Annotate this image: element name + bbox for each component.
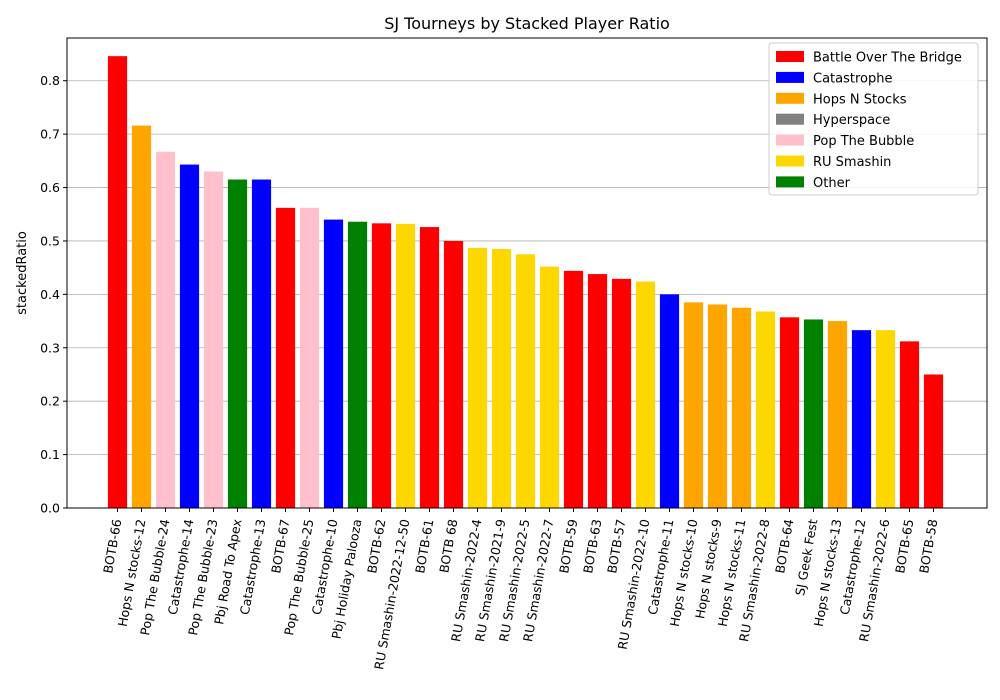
y-tick-label: 0.5	[40, 233, 60, 248]
bar	[419, 227, 440, 508]
bar	[179, 164, 200, 509]
legend-swatch	[776, 176, 804, 188]
x-tick-label: BOTB-57	[604, 518, 628, 575]
x-tick-label: BOTB-61	[412, 518, 436, 575]
legend-frame	[768, 42, 979, 196]
bar	[131, 125, 152, 508]
x-tick-label: BOTB-66	[100, 518, 124, 575]
bar	[515, 254, 536, 508]
bar	[827, 321, 848, 508]
x-tick-label: BOTB-62	[364, 518, 388, 575]
y-axis-ticks: 0.0 0.1 0.2 0.3 0.4 0.5 0.6 0.7 0.8	[40, 73, 67, 516]
x-tick-label: BOTB-64	[772, 518, 796, 575]
x-tick-label: BOTB-58	[916, 518, 940, 575]
y-tick-label: 0.4	[40, 287, 60, 302]
bar	[371, 223, 392, 509]
legend: Battle Over The Bridge Catastrophe Hops N …	[768, 42, 979, 196]
x-tick-label: BOTB-59	[556, 518, 580, 575]
bar	[347, 221, 368, 508]
bar	[563, 270, 584, 508]
bar	[299, 207, 320, 508]
bar	[755, 311, 776, 508]
bar	[779, 317, 800, 508]
bar	[923, 374, 944, 508]
legend-swatch	[776, 71, 804, 83]
legend-swatch	[776, 155, 804, 167]
bar	[683, 302, 704, 508]
bar	[851, 330, 872, 508]
bar	[251, 179, 272, 508]
bar	[227, 179, 248, 508]
legend-label: Pop The Bubble	[813, 134, 914, 149]
y-tick-label: 0.7	[40, 127, 60, 142]
y-axis-title: stackedRatio	[15, 231, 30, 315]
bar	[203, 171, 224, 509]
bar	[659, 294, 680, 508]
legend-swatch	[776, 92, 804, 104]
legend-label: Hops N Stocks	[813, 92, 907, 107]
legend-label: Other	[813, 176, 851, 191]
bars	[107, 56, 944, 509]
legend-label: RU Smashin	[813, 155, 891, 170]
legend-label: Battle Over The Bridge	[813, 51, 962, 66]
bar	[803, 319, 824, 508]
y-tick-label: 0.2	[40, 394, 60, 409]
y-tick-label: 0.6	[40, 180, 60, 195]
legend-swatch	[776, 113, 804, 125]
plot-frame	[66, 37, 988, 509]
y-tick-label: 0.8	[40, 73, 60, 88]
bar	[323, 219, 344, 508]
bar	[107, 56, 128, 509]
x-tick-label: BOTB-63	[580, 518, 604, 575]
bar	[491, 248, 512, 508]
bar	[539, 266, 560, 508]
bar	[155, 151, 176, 509]
bar	[635, 281, 656, 508]
y-tick-label: 0.3	[40, 340, 60, 355]
bar	[707, 304, 728, 508]
bar	[731, 307, 752, 508]
x-tick-label: BOTB-67	[268, 518, 292, 575]
bar	[587, 274, 608, 508]
legend-label: Hyperspace	[813, 113, 890, 128]
bar	[395, 223, 416, 508]
bar	[899, 341, 920, 508]
y-tick-label: 0.0	[40, 501, 60, 516]
bar	[875, 330, 896, 508]
x-tick-label: BOTB-65	[892, 518, 916, 575]
x-tick-label: BOTB 68	[436, 518, 460, 574]
x-tick-label: SJ Geek Fest	[792, 518, 820, 597]
legend-swatch	[776, 134, 804, 146]
y-tick-label: 0.1	[40, 447, 60, 462]
bar	[443, 240, 464, 509]
bar	[467, 247, 488, 509]
chart-title: SJ Tourneys by Stacked Player Ratio	[384, 14, 670, 33]
bar	[275, 207, 296, 508]
bar	[611, 278, 632, 508]
legend-label: Catastrophe	[813, 71, 892, 86]
legend-swatch	[776, 51, 804, 62]
